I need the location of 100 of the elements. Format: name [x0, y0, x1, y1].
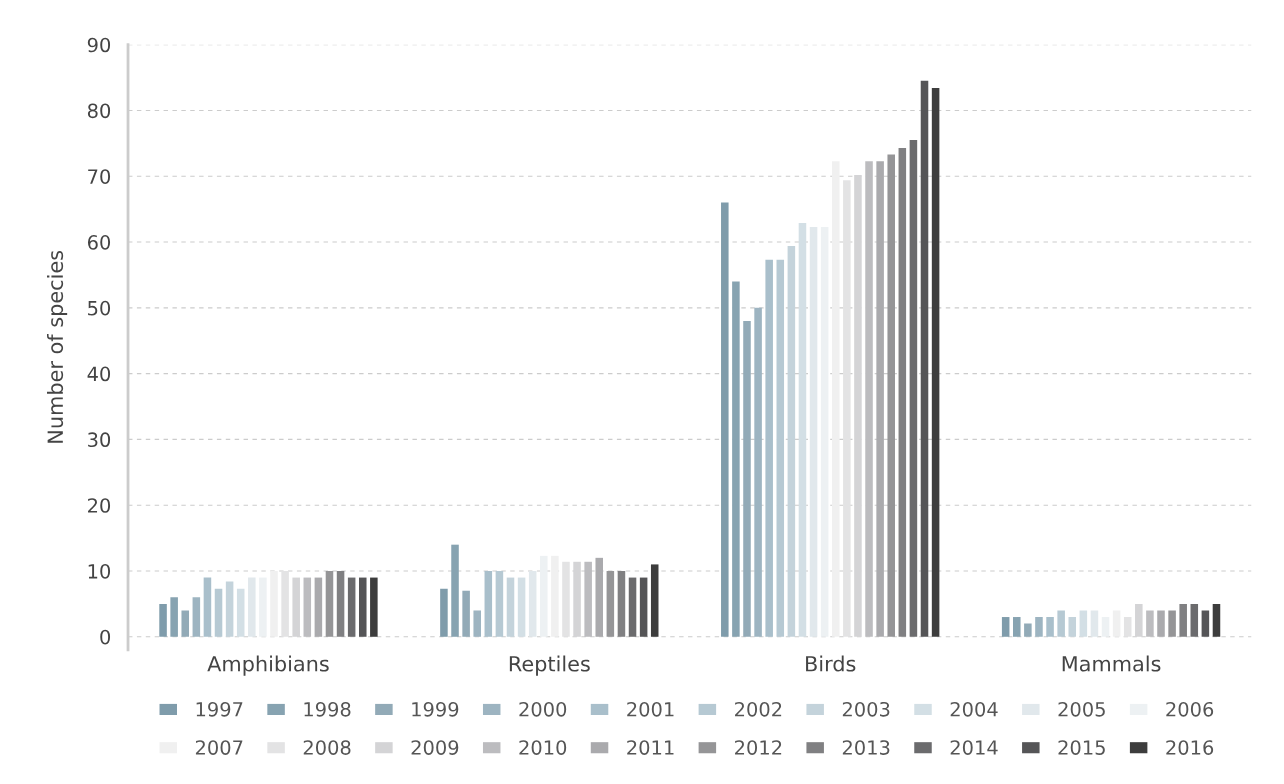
bar	[1168, 610, 1176, 637]
bar	[732, 281, 740, 637]
bar	[754, 307, 762, 637]
y-tick-label: 90	[87, 37, 111, 53]
bar	[551, 555, 559, 637]
bar	[358, 577, 367, 637]
bar	[1212, 603, 1221, 637]
x-tick-label: Amphibians	[207, 655, 329, 676]
bar	[336, 570, 345, 637]
bar	[248, 577, 256, 637]
bar	[473, 610, 481, 637]
bar	[721, 202, 729, 637]
bar	[1146, 610, 1154, 637]
x-tick-label: Mammals	[1062, 655, 1161, 672]
bar	[236, 588, 245, 637]
bar	[798, 222, 807, 637]
legend-label: 1999	[412, 701, 459, 717]
bar	[562, 561, 570, 637]
x-tick-label: Birds	[806, 655, 856, 672]
bar	[909, 140, 918, 637]
legend-label: 2003	[842, 701, 890, 717]
x-tick-label: Reptiles	[509, 655, 590, 676]
bar	[347, 577, 356, 637]
bar	[1035, 617, 1043, 637]
bar	[1046, 617, 1054, 637]
bar	[451, 544, 459, 637]
legend-label: 2007	[195, 740, 243, 755]
bar	[170, 597, 178, 637]
y-tick-label: 0	[100, 629, 111, 645]
bar	[484, 570, 493, 637]
y-axis-title: Number of species	[47, 250, 68, 443]
bar	[325, 570, 334, 637]
bar	[606, 570, 615, 637]
bar	[776, 259, 785, 637]
bar	[314, 577, 323, 637]
bar	[225, 581, 234, 637]
bar	[214, 588, 223, 637]
bar	[1079, 610, 1088, 637]
bar	[650, 564, 659, 637]
bar	[1190, 603, 1199, 637]
bar	[1068, 617, 1077, 637]
bar	[270, 570, 278, 637]
bar	[920, 80, 929, 637]
legend-label: 2006	[1166, 701, 1214, 717]
y-tick-label: 70	[88, 169, 111, 184]
bar	[181, 610, 190, 637]
bar	[1123, 617, 1132, 637]
bar	[743, 321, 751, 637]
legend-label: 1998	[304, 701, 351, 717]
legend-label: 2005	[1058, 701, 1105, 717]
bar	[1013, 617, 1021, 637]
bar	[765, 259, 773, 637]
bar	[931, 88, 940, 637]
bar	[203, 577, 212, 637]
legend-label: 2015	[1058, 740, 1105, 755]
bar	[192, 597, 201, 637]
legend-label: 2010	[519, 740, 567, 755]
bar	[540, 555, 548, 637]
bar	[617, 570, 626, 637]
bar	[843, 180, 851, 637]
bar	[303, 577, 312, 637]
bar	[159, 603, 167, 637]
bar	[809, 226, 818, 637]
y-tick-label: 10	[88, 563, 111, 579]
bar	[495, 570, 504, 637]
bar	[1201, 610, 1210, 637]
bar	[440, 588, 448, 637]
bar	[831, 161, 840, 637]
bar	[639, 577, 648, 637]
bar	[506, 577, 515, 637]
legend-label: 2001	[627, 701, 674, 717]
bar	[517, 577, 526, 637]
legend-label: 2002	[735, 701, 782, 717]
y-tick-label: 30	[88, 432, 111, 448]
legend-label: 2014	[950, 740, 998, 755]
bar	[1024, 623, 1032, 637]
bar	[1001, 617, 1010, 637]
bar	[887, 154, 895, 637]
y-tick-label: 20	[88, 498, 111, 513]
bar	[462, 590, 470, 637]
legend-label: 1997	[196, 701, 243, 717]
legend-label: 2009	[411, 740, 459, 755]
bar	[820, 226, 829, 637]
bar	[1057, 610, 1065, 637]
bar	[1090, 610, 1099, 637]
y-tick-label: 40	[87, 366, 111, 382]
legend-label: 2016	[1166, 740, 1214, 755]
legend-label: 2013	[842, 740, 890, 755]
bar	[865, 161, 873, 637]
bar	[281, 570, 289, 637]
bar	[898, 147, 907, 637]
bar	[1179, 603, 1187, 637]
bar	[787, 246, 796, 637]
bar	[370, 577, 378, 637]
bar	[876, 161, 884, 637]
y-tick-label: 80	[87, 103, 111, 119]
bar	[584, 561, 592, 637]
legend-label: 2008	[303, 740, 351, 755]
y-tick-label: 60	[87, 235, 111, 250]
bar	[628, 577, 637, 637]
